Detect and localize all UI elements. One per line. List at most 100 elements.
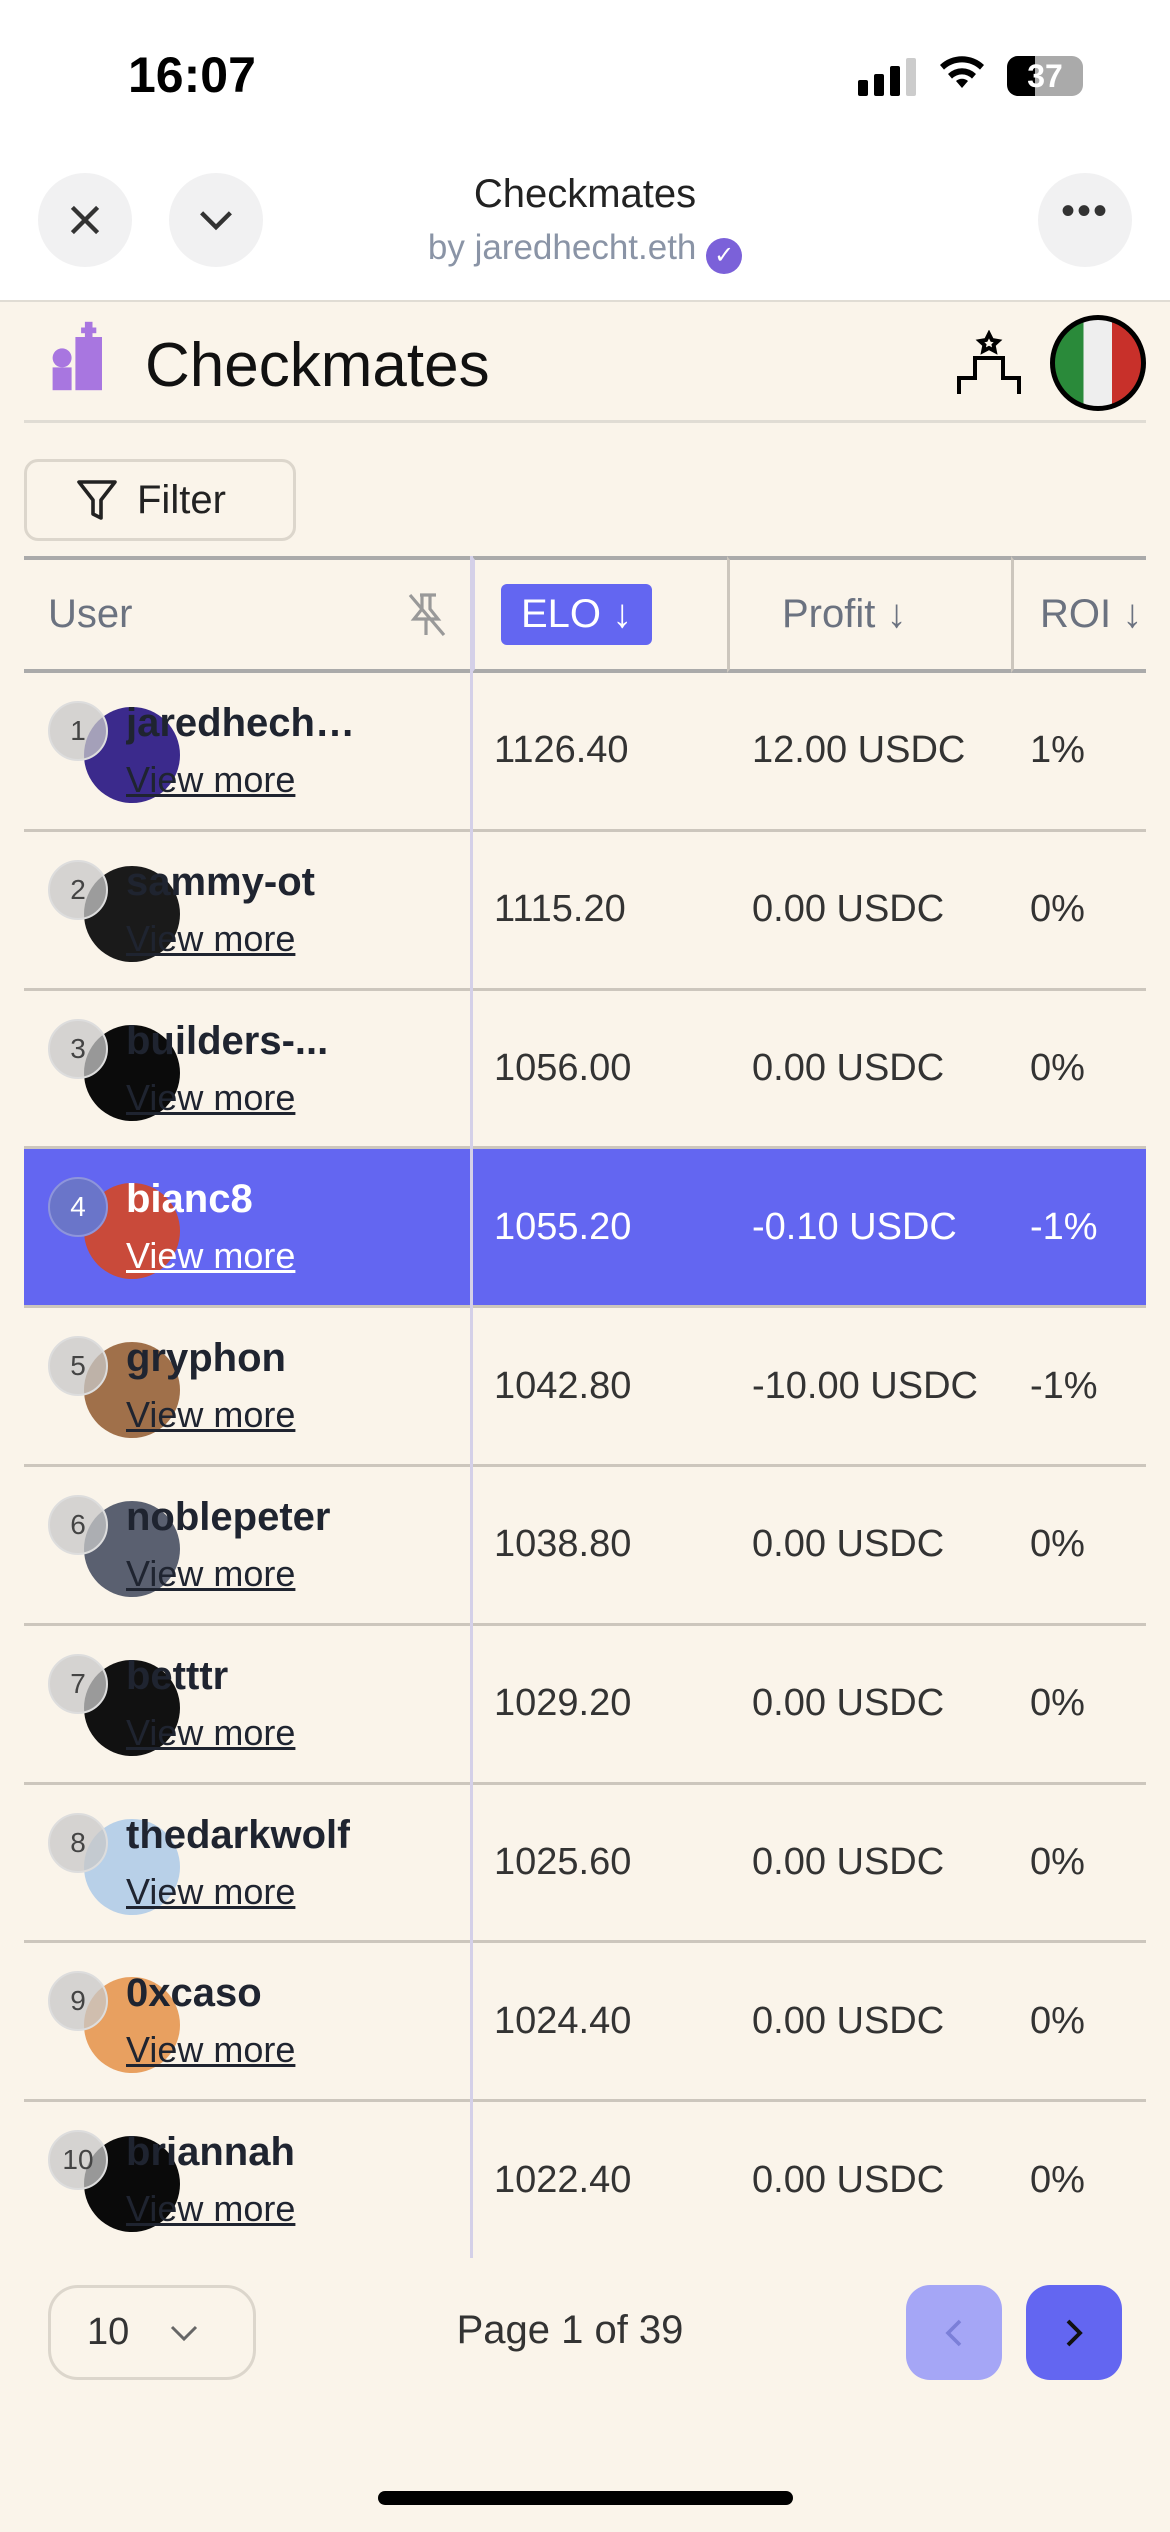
- roi-value: 0%: [1030, 1999, 1085, 2042]
- battery-icon: 37: [1007, 56, 1083, 96]
- rank-badge: 3: [48, 1018, 108, 1079]
- view-more-link[interactable]: View more: [126, 2188, 296, 2230]
- leaderboard-icon[interactable]: [955, 329, 1025, 401]
- username: 0xcaso: [126, 1971, 262, 2016]
- column-header-profit[interactable]: Profit ↓: [727, 556, 1011, 673]
- view-more-link[interactable]: View more: [126, 1394, 296, 1436]
- previous-page-button[interactable]: [906, 2285, 1002, 2380]
- username: noblepeter: [126, 1495, 331, 1539]
- table-row[interactable]: 2 sammy-ot View more 1115.20 0.00 USDC 0…: [24, 832, 1146, 991]
- filter-label: Filter: [137, 477, 226, 522]
- chevron-down-icon: [171, 2325, 198, 2341]
- roi-value: 0%: [1030, 1523, 1085, 1566]
- more-icon: •••: [1060, 188, 1109, 233]
- column-label: User: [48, 592, 133, 636]
- table-row[interactable]: 5 gryphon View more 1042.80 -10.00 USDC …: [24, 1308, 1146, 1467]
- roi-value: 1%: [1030, 729, 1085, 772]
- table-row[interactable]: 3 builders-... View more 1056.00 0.00 US…: [24, 991, 1146, 1150]
- author-text: by jaredhecht.eth: [427, 228, 697, 267]
- table-row[interactable]: 10 briannah View more 1022.40 0.00 USDC …: [24, 2102, 1146, 2258]
- rank-badge: 2: [48, 859, 108, 920]
- rank-badge: 9: [48, 1971, 108, 2032]
- username: sammy-ot: [126, 859, 315, 904]
- user-avatar[interactable]: [1050, 315, 1146, 411]
- page-info: Page 1 of 39: [456, 2308, 684, 2352]
- table-row[interactable]: 1 jaredhecht.eth View more 1126.40 12.00…: [24, 673, 1146, 832]
- app-title: Checkmates: [145, 331, 490, 400]
- username: briannah: [126, 2130, 295, 2175]
- profit-value: 0.00 USDC: [752, 1682, 945, 1725]
- roi-value: 0%: [1030, 1046, 1085, 1089]
- header-divider: [24, 420, 1146, 423]
- wifi-icon: [938, 52, 986, 102]
- chevron-down-icon: [200, 211, 232, 231]
- close-icon: [70, 205, 100, 235]
- profit-value: 12.00 USDC: [752, 729, 966, 772]
- close-button[interactable]: [38, 173, 132, 267]
- profit-value: 0.00 USDC: [752, 1046, 945, 1089]
- roi-value: 0%: [1030, 888, 1085, 931]
- filter-button[interactable]: Filter: [24, 459, 296, 541]
- rank-badge: 6: [48, 1495, 108, 1555]
- view-more-link[interactable]: View more: [126, 1076, 296, 1118]
- table-row[interactable]: 8 thedarkwolf View more 1025.60 0.00 USD…: [24, 1785, 1146, 1944]
- browser-subtitle: by jaredhecht.eth ✓: [0, 228, 1170, 274]
- username: gryphon: [126, 1336, 286, 1381]
- view-more-link[interactable]: View more: [126, 759, 296, 800]
- rank-badge: 5: [48, 1336, 108, 1397]
- view-more-link[interactable]: View more: [126, 1235, 296, 1277]
- filter-icon: [77, 480, 117, 520]
- verified-icon: ✓: [706, 238, 743, 274]
- username: bianc8: [126, 1177, 253, 1222]
- chevron-right-icon: [1066, 2319, 1083, 2346]
- battery-level: 37: [1027, 57, 1063, 94]
- elo-value: 1024.40: [494, 1999, 632, 2042]
- column-header-elo[interactable]: ELO ↓: [472, 556, 727, 673]
- elo-value: 1022.40: [494, 2158, 632, 2201]
- rank-badge: 10: [48, 2130, 108, 2191]
- roi-value: 0%: [1030, 2158, 1085, 2201]
- profit-value: 0.00 USDC: [752, 1999, 945, 2042]
- leaderboard-table: User ELO ↓ Profit ↓ ROI ↓ 1 jaredhecht.e…: [24, 556, 1146, 2258]
- more-button[interactable]: •••: [1038, 173, 1132, 267]
- view-more-link[interactable]: View more: [126, 1553, 296, 1594]
- rank-badge: 7: [48, 1653, 108, 1714]
- profit-value: 0.00 USDC: [752, 2158, 945, 2201]
- rank-badge: 8: [48, 1812, 108, 1873]
- next-page-button[interactable]: [1026, 2285, 1122, 2380]
- profit-value: -10.00 USDC: [752, 1364, 978, 1407]
- roi-value: -1%: [1030, 1364, 1098, 1407]
- sorted-column-badge: ELO ↓: [501, 584, 653, 645]
- table-row[interactable]: 4 bianc8 View more 1055.20 -0.10 USDC -1…: [24, 1149, 1146, 1309]
- roi-value: 0%: [1030, 1840, 1085, 1883]
- view-more-link[interactable]: View more: [126, 1711, 296, 1753]
- profit-value: 0.00 USDC: [752, 1523, 945, 1566]
- view-more-link[interactable]: View more: [126, 917, 296, 959]
- elo-value: 1025.60: [494, 1840, 632, 1883]
- table-row[interactable]: 6 noblepeter View more 1038.80 0.00 USDC…: [24, 1467, 1146, 1626]
- view-more-link[interactable]: View more: [126, 1870, 296, 1912]
- column-label: Profit ↓: [782, 592, 907, 636]
- table-row[interactable]: 7 betttr View more 1029.20 0.00 USDC 0%: [24, 1626, 1146, 1785]
- column-header-user[interactable]: User: [24, 556, 472, 673]
- profit-value: 0.00 USDC: [752, 888, 945, 931]
- unpin-icon[interactable]: [404, 591, 448, 639]
- profit-value: 0.00 USDC: [752, 1840, 945, 1883]
- app-logo: [45, 318, 121, 399]
- username: jaredhecht.eth: [126, 701, 366, 745]
- collapse-button[interactable]: [169, 173, 263, 267]
- elo-value: 1056.00: [494, 1046, 632, 1089]
- browser-title: Checkmates: [473, 172, 697, 216]
- chevron-left-icon: [945, 2319, 962, 2346]
- rank-badge: 4: [48, 1177, 108, 1238]
- table-row[interactable]: 9 0xcaso View more 1024.40 0.00 USDC 0%: [24, 1943, 1146, 2103]
- username: betttr: [126, 1653, 229, 1698]
- elo-value: 1042.80: [494, 1364, 632, 1407]
- elo-value: 1126.40: [494, 729, 629, 772]
- status-time: 16:07: [128, 47, 256, 103]
- roi-value: 0%: [1030, 1682, 1085, 1725]
- page-size-select[interactable]: 10: [48, 2285, 256, 2380]
- column-header-roi[interactable]: ROI ↓: [1011, 556, 1146, 673]
- pinned-column-divider: [470, 556, 473, 2258]
- view-more-link[interactable]: View more: [126, 2029, 296, 2071]
